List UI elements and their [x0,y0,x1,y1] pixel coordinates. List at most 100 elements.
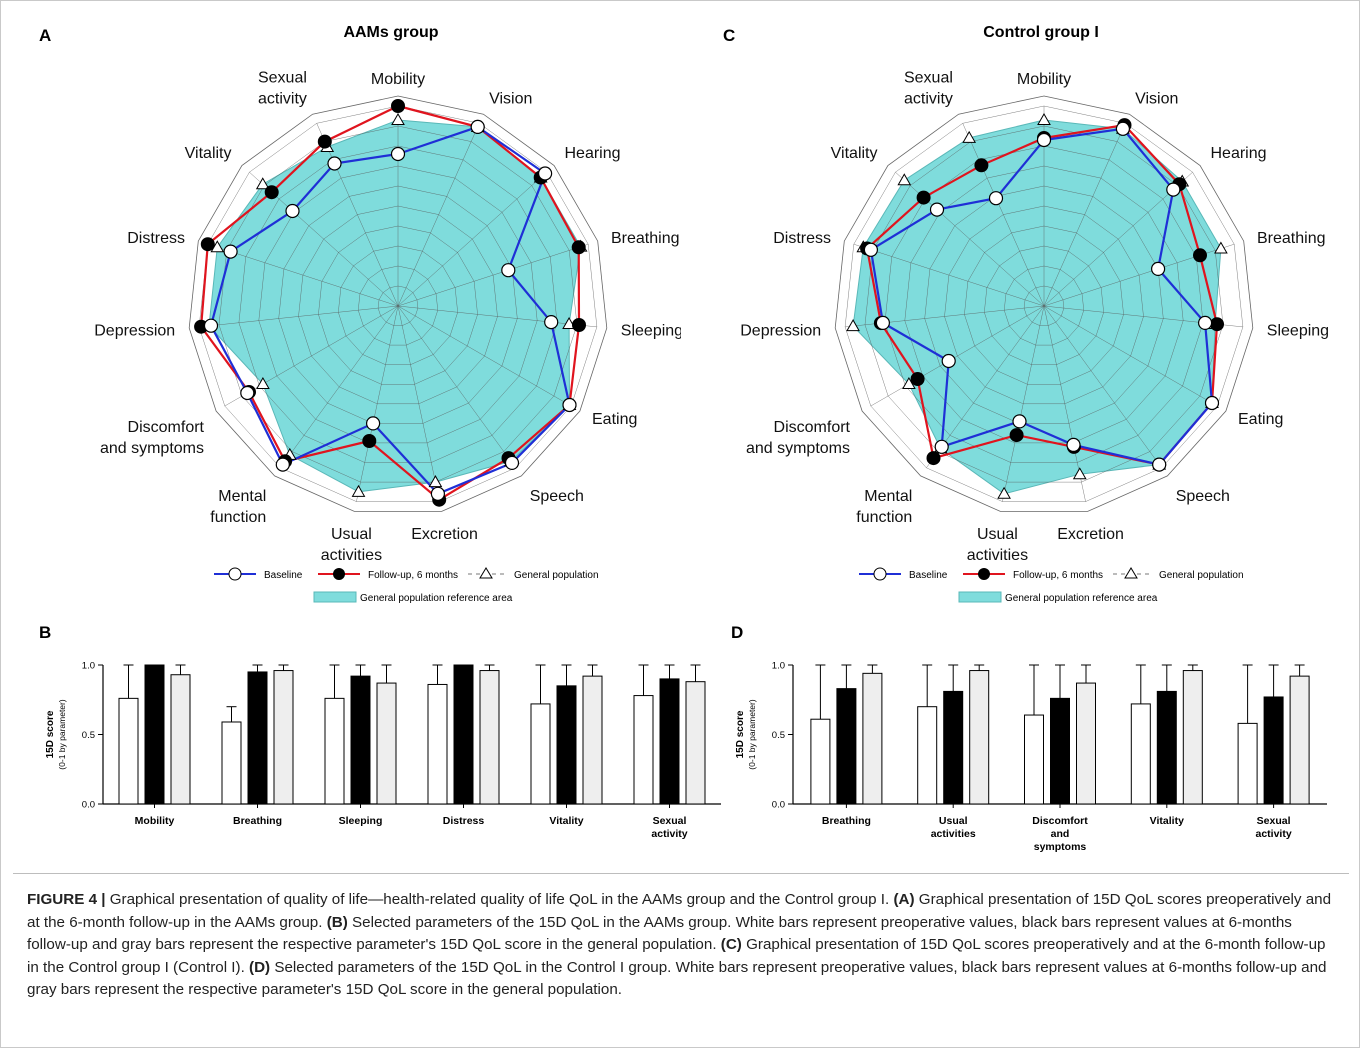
panel-letter-d: D [731,623,744,642]
followup-point [1009,428,1024,443]
baseline-point [929,202,945,217]
bar-general-population [376,682,397,805]
baseline-point [390,146,406,162]
bar-baseline [1237,722,1258,805]
baseline-point [988,191,1004,206]
general-population-point [1214,241,1228,254]
radar-axis-label-line: function [210,509,266,526]
y-axis-sublabel: (0-1 by parameter) [57,699,67,770]
radar-axis-label: Vitality [831,145,878,162]
y-tick-label: 0.0 [772,800,785,811]
caption-label: FIGURE 4 | [27,891,106,908]
radar-axis-label-line: Breathing [611,230,680,247]
radar-chart-aams: Mobility Vision Hearing Breathing Sleeping Ea… [94,69,681,604]
baseline-point [366,416,381,431]
x-category-label-line: activity [1256,828,1292,840]
x-category-label: Sleeping [339,815,383,827]
followup-point [572,318,586,332]
radar-axis-label: Mental function [856,488,912,526]
radar-axis-label: Sexual activity [258,69,307,107]
radar-spoke [397,305,572,407]
radar-spoke [397,123,480,307]
radar-spoke [1043,123,1126,307]
x-category-label: Sexual activity [651,815,687,840]
general-population-point [428,475,443,488]
radar-outer-ring [834,95,1254,512]
radar-grid-ring [338,245,458,365]
bar-baseline [324,697,345,805]
radar-axis-label-line: Mobility [371,71,425,88]
radar-axis-label-line: activities [967,547,1028,564]
baseline-point [203,318,219,333]
radar-axis-label-line: Discomfort [774,419,851,436]
radar-grid-ring [258,165,538,444]
general-population-point [1037,112,1051,125]
legend-baseline-label: Baseline [264,570,303,581]
radar-grid-ring [377,285,419,326]
caption-part: Graphical presentation of 15D QoL scores… [27,891,1332,931]
radar-grid-ring [864,125,1224,483]
legend-baseline-marker [873,567,887,581]
x-category-label-line: Sexual [1257,815,1291,827]
followup-point [264,185,279,200]
followup-point [362,434,377,448]
radar-axis-label: Depression [94,322,175,339]
general-population-point [255,177,270,190]
y-tick-label: 0.5 [82,730,95,741]
bar-follow-up-months [144,664,165,805]
baseline-point [1036,132,1052,148]
radar-axis-label-line: Speech [530,488,584,505]
radar-axis-label: Breathing [1257,230,1326,247]
radar-axis-label-line: Mental [218,488,266,505]
radar-spoke [397,243,589,307]
radar-grid-ring [278,185,518,424]
bar-baseline [1130,703,1151,805]
radar-spoke [1043,305,1218,407]
radar-axis-label: Eating [592,411,637,428]
radar-axis-label: Hearing [1211,145,1267,162]
baseline-point [863,242,878,257]
radar-grid-ring [218,125,578,483]
radar-grid-ring [1003,265,1085,346]
baseline-point [1197,315,1213,330]
radar-spoke [853,243,1045,307]
x-category-label-line: Usual [939,815,968,827]
baseline-point [240,385,255,401]
x-category-label-line: Mobility [135,815,175,827]
caption-part: Selected parameters of the 15D QoL in th… [27,913,1292,954]
radar-axis-label: Usual activities [967,526,1028,564]
radar-axis-label-line: Hearing [1211,145,1267,162]
x-category-label: Breathing [822,815,871,827]
radar-axis-label-line: Vision [489,90,532,107]
radar-spoke [280,305,399,468]
radar-spoke [962,123,1045,307]
baseline-point [1115,121,1130,136]
radar-axis-label-line: Discomfort [128,419,205,436]
radar-axis-label: Depression [740,322,821,339]
radar-axis-label: Speech [530,488,584,505]
radar-axis-label-line: Excretion [1057,526,1124,543]
bar-follow-up-months [1263,696,1284,805]
radar-spoke [397,305,597,328]
legend-followup-marker [333,568,345,580]
panel-title-c: Control group I [983,24,1099,41]
general-population-point [256,376,270,389]
baseline-point [504,455,520,470]
radar-grid-ring [844,105,1244,502]
general-population-point [997,486,1011,499]
bar-general-population [685,681,706,805]
radar-grid-ring [318,225,478,385]
x-category-label: Mobility [135,815,175,827]
general-population-point [391,112,405,125]
general-population-point [902,376,916,389]
bar-general-population [1289,675,1310,805]
baseline-point [430,486,445,501]
y-tick-label: 0.5 [772,730,785,741]
radar-axis-label: Vision [489,90,532,107]
radar-grid-ring [298,205,498,405]
radar-outer-ring [188,95,608,512]
baseline-point [875,315,890,330]
caption-part: Graphical presentation of quality of lif… [105,891,894,908]
bar-general-population [479,670,500,805]
